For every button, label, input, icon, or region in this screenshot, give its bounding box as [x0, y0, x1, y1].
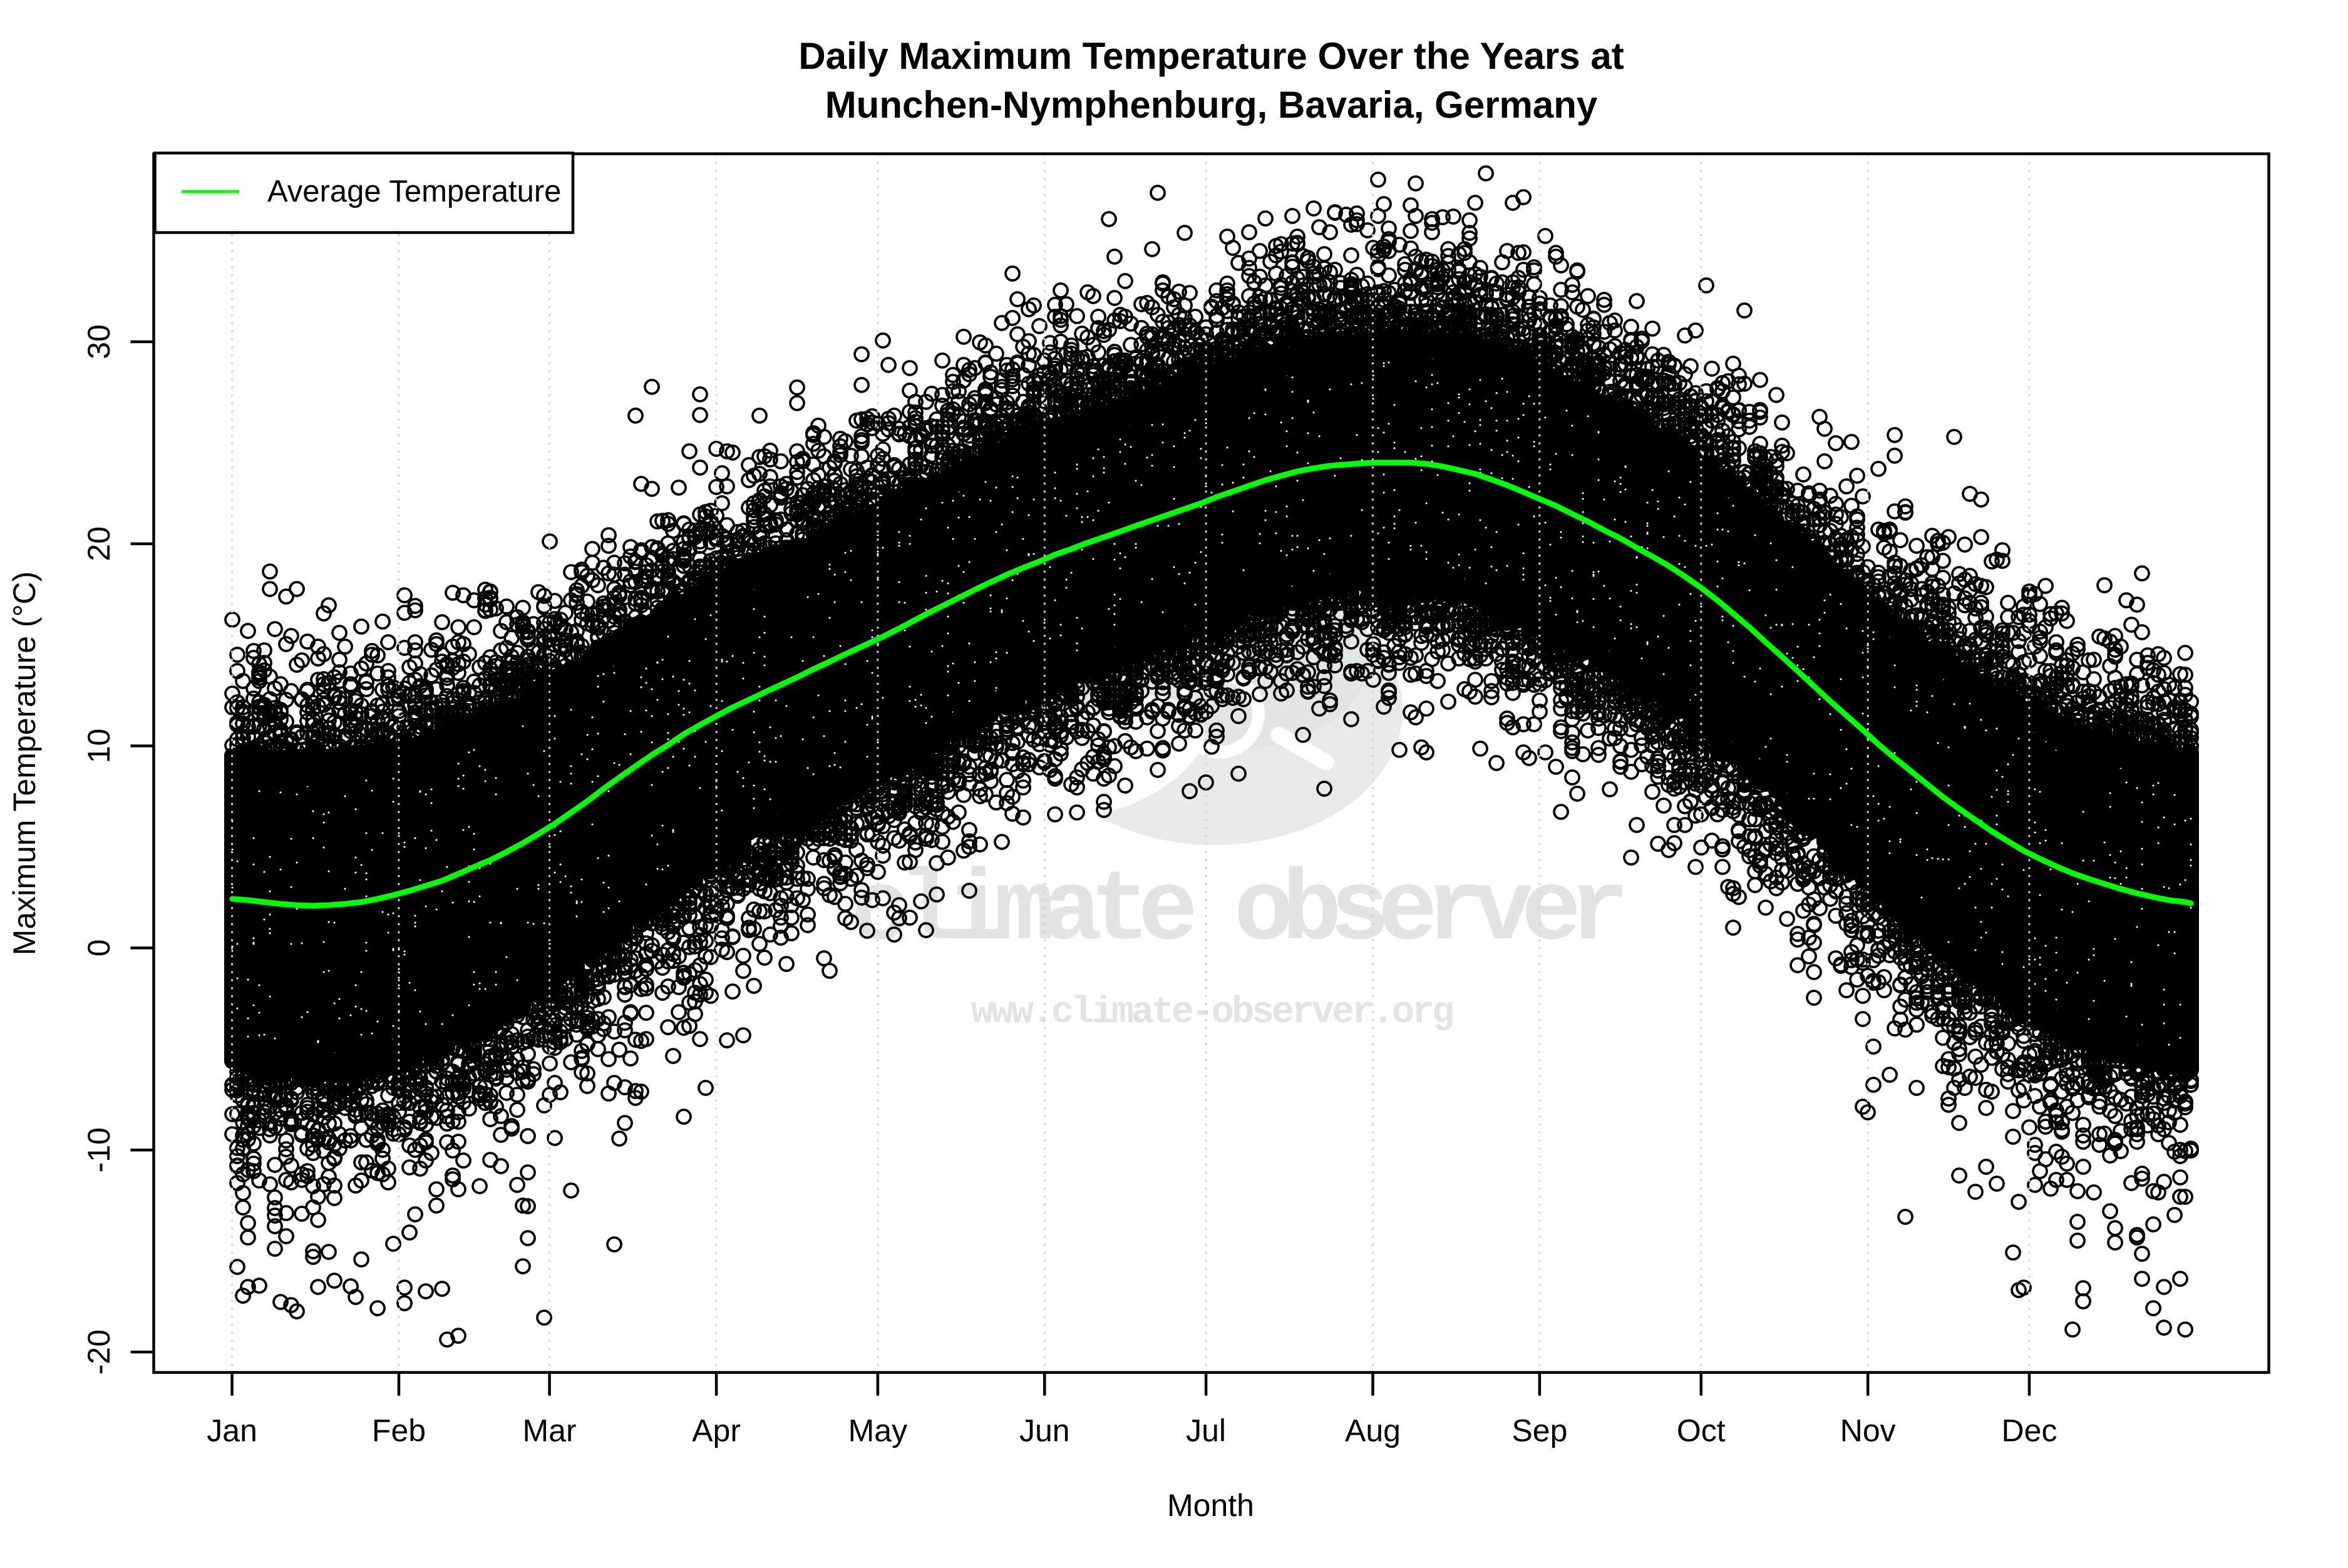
svg-text:Dec: Dec	[2002, 1413, 2057, 1448]
svg-text:Mar: Mar	[523, 1413, 577, 1448]
svg-text:Munchen-Nymphenburg, Bavaria,: Munchen-Nymphenburg, Bavaria, Germany	[825, 84, 1598, 126]
svg-text:climate observer: climate observer	[850, 856, 1622, 969]
svg-text:May: May	[848, 1413, 907, 1448]
svg-text:Month: Month	[1167, 1488, 1254, 1523]
svg-text:Jul: Jul	[1186, 1413, 1226, 1448]
svg-text:Jan: Jan	[207, 1413, 257, 1448]
svg-text:Feb: Feb	[372, 1413, 426, 1448]
svg-text:www.climate-observer.org: www.climate-observer.org	[971, 992, 1453, 1034]
svg-text:Jun: Jun	[1019, 1413, 1070, 1448]
svg-text:Daily Maximum Temperature Over: Daily Maximum Temperature Over the Years…	[798, 35, 1624, 77]
svg-text:-20: -20	[81, 1330, 116, 1375]
svg-text:20: 20	[81, 526, 116, 561]
svg-text:10: 10	[81, 729, 116, 764]
svg-text:30: 30	[81, 324, 116, 359]
svg-text:Nov: Nov	[1840, 1413, 1896, 1448]
svg-text:Aug: Aug	[1345, 1413, 1401, 1448]
svg-text:Oct: Oct	[1677, 1413, 1726, 1448]
svg-text:Maximum Temperature (°C): Maximum Temperature (°C)	[7, 571, 42, 956]
svg-text:Apr: Apr	[692, 1413, 741, 1448]
svg-text:0: 0	[81, 939, 116, 956]
svg-text:Sep: Sep	[1511, 1413, 1567, 1448]
svg-text:Average Temperature: Average Temperature	[267, 175, 561, 208]
svg-text:-10: -10	[81, 1127, 116, 1172]
